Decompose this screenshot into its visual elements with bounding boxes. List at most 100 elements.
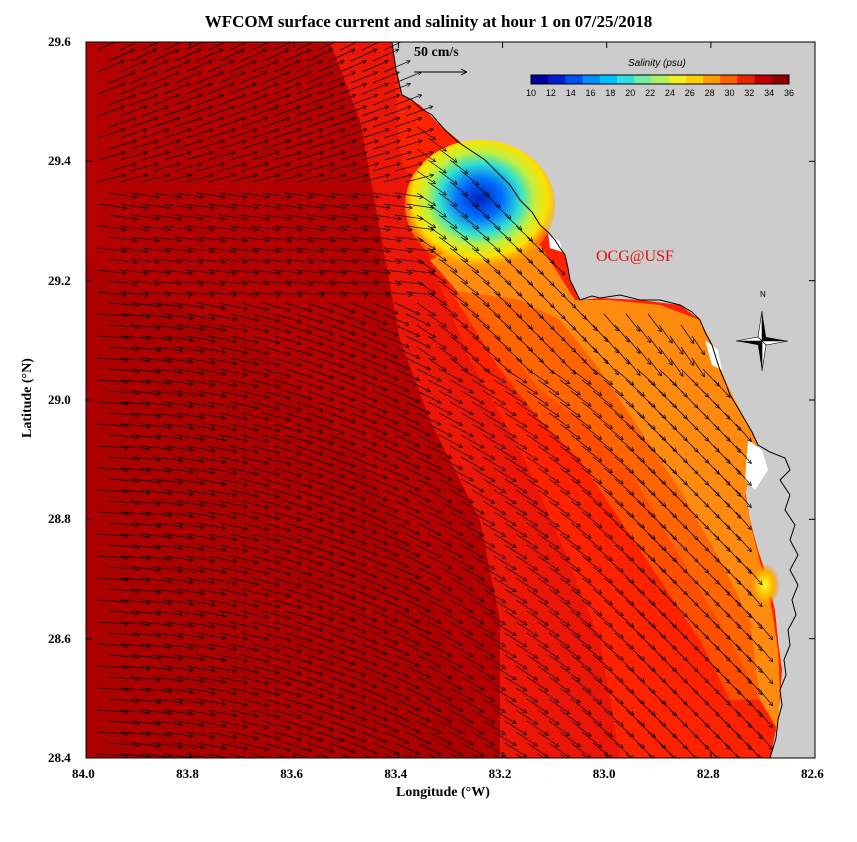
current-vector (108, 346, 139, 349)
current-vector (218, 49, 245, 62)
current-vector (713, 423, 730, 441)
current-vector (317, 423, 344, 433)
current-vector (449, 423, 473, 436)
current-vector (174, 214, 203, 219)
current-vector (185, 106, 212, 117)
current-vector (361, 313, 387, 324)
current-vector (130, 164, 158, 172)
current-vector (372, 95, 399, 106)
current-vector (482, 258, 500, 273)
current-vector (559, 401, 580, 417)
current-vector (416, 324, 435, 337)
current-vector (339, 379, 365, 390)
current-vector (273, 313, 301, 322)
current-vector-field (97, 42, 772, 758)
current-vector (306, 346, 333, 356)
current-vector (427, 423, 451, 436)
colorbar-swatch (651, 75, 670, 84)
colorbar-tick-label: 30 (724, 88, 735, 98)
current-vector (372, 192, 401, 197)
current-vector (251, 467, 279, 475)
current-vector (196, 118, 223, 128)
colorbar-title: Salinity (psu) (628, 58, 686, 69)
current-vector (262, 72, 289, 84)
current-vector (350, 324, 376, 335)
current-vector (251, 203, 280, 208)
colorbar-tick-label: 22 (645, 88, 656, 98)
current-vector (174, 324, 204, 330)
current-vector (273, 84, 300, 95)
current-vector (97, 402, 128, 404)
current-vector (262, 258, 291, 262)
current-vector (196, 368, 225, 374)
current-vector (262, 456, 290, 464)
current-vector (295, 357, 322, 366)
current-vector (251, 357, 279, 365)
current-vector (526, 412, 548, 427)
current-vector (361, 203, 390, 208)
current-vector (174, 164, 202, 172)
salinity-field (86, 42, 815, 758)
current-vector (339, 423, 365, 434)
current-vector (570, 346, 586, 363)
current-vector (614, 456, 633, 473)
current-vector (174, 236, 203, 241)
current-vector (603, 379, 623, 395)
current-vector (130, 141, 158, 150)
current-vector (570, 456, 591, 472)
current-vector (251, 152, 279, 161)
current-vector (317, 269, 346, 273)
current-vector (152, 434, 182, 439)
current-vector (702, 390, 719, 408)
current-vector (130, 192, 159, 197)
colorbar-tick-label: 32 (744, 88, 755, 98)
current-vector (97, 468, 128, 470)
current-vector (372, 324, 398, 336)
current-vector (350, 95, 377, 106)
current-vector (218, 72, 245, 84)
current-vector (658, 412, 676, 429)
current-vector (295, 84, 322, 95)
current-vector (581, 313, 597, 330)
current-vector (504, 368, 526, 383)
current-vector (251, 423, 279, 431)
current-vector (328, 192, 357, 197)
current-vector (273, 225, 302, 230)
colorbar-tick-label: 10 (526, 88, 537, 98)
current-vector (251, 291, 280, 295)
current-vector (724, 456, 740, 474)
current-vector (394, 236, 423, 241)
current-vector (526, 434, 548, 449)
current-vector (471, 445, 494, 459)
current-vector (416, 126, 435, 139)
current-vector (295, 106, 322, 117)
current-vector (97, 247, 126, 251)
current-vector (372, 141, 400, 150)
current-vector (416, 412, 441, 425)
current-vector (295, 401, 322, 410)
current-vector (438, 434, 462, 447)
current-vector (163, 313, 193, 318)
current-vector (273, 291, 302, 295)
current-vector (372, 390, 398, 402)
x-tick-label: 83.6 (280, 766, 304, 781)
current-vector (262, 49, 289, 62)
current-vector (262, 346, 290, 354)
current-vector (713, 445, 730, 463)
current-vector (350, 236, 379, 241)
colorbar-tick-label: 20 (625, 88, 636, 98)
current-vector (262, 118, 289, 128)
current-vector (592, 434, 612, 450)
current-vector (295, 203, 324, 208)
current-vector (306, 141, 334, 150)
current-vector (383, 152, 411, 161)
current-vector (383, 335, 408, 347)
current-vector (460, 434, 484, 448)
current-vector (273, 269, 302, 273)
current-vector (152, 214, 181, 219)
current-vector (207, 175, 235, 183)
current-vector (251, 106, 278, 117)
current-vector (240, 302, 268, 310)
current-vector (229, 467, 258, 474)
current-vector (262, 412, 290, 420)
